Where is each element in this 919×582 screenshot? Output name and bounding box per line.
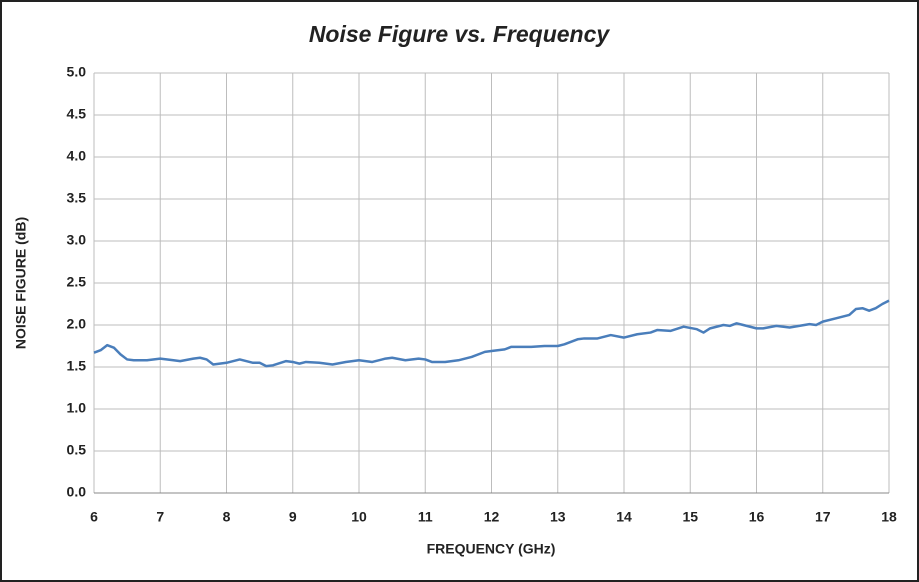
x-tick-label: 11 bbox=[418, 509, 433, 525]
y-tick-label: 2.5 bbox=[67, 274, 87, 290]
y-tick-label: 1.5 bbox=[67, 358, 87, 374]
x-tick-label: 16 bbox=[749, 509, 765, 525]
y-tick-label: 0.5 bbox=[67, 442, 87, 458]
x-tick-label: 6 bbox=[90, 509, 98, 525]
x-tick-label: 17 bbox=[815, 509, 831, 525]
x-tick-label: 12 bbox=[484, 509, 500, 525]
x-tick-label: 8 bbox=[223, 509, 231, 525]
y-tick-label: 3.5 bbox=[67, 190, 87, 206]
x-tick-label: 18 bbox=[881, 509, 897, 525]
x-axis-label: FREQUENCY (GHz) bbox=[427, 541, 556, 557]
x-tick-label: 7 bbox=[156, 509, 164, 525]
y-tick-label: 1.0 bbox=[67, 400, 87, 416]
y-axis-label: NOISE FIGURE (dB) bbox=[13, 217, 29, 349]
y-tick-label: 4.0 bbox=[67, 148, 87, 164]
data-line bbox=[93, 299, 890, 368]
x-tick-label: 10 bbox=[351, 509, 367, 525]
chart-title: Noise Figure vs. Frequency bbox=[309, 21, 611, 47]
x-tick-label: 13 bbox=[550, 509, 566, 525]
x-tick-label: 9 bbox=[289, 509, 297, 525]
y-tick-label: 3.0 bbox=[67, 232, 87, 248]
y-tick-label: 0.0 bbox=[67, 484, 87, 500]
y-tick-label: 2.0 bbox=[67, 316, 87, 332]
y-tick-label: 5.0 bbox=[67, 64, 87, 80]
x-tick-label: 14 bbox=[616, 509, 632, 525]
y-tick-label: 4.5 bbox=[67, 106, 87, 122]
x-tick-label: 15 bbox=[682, 509, 698, 525]
